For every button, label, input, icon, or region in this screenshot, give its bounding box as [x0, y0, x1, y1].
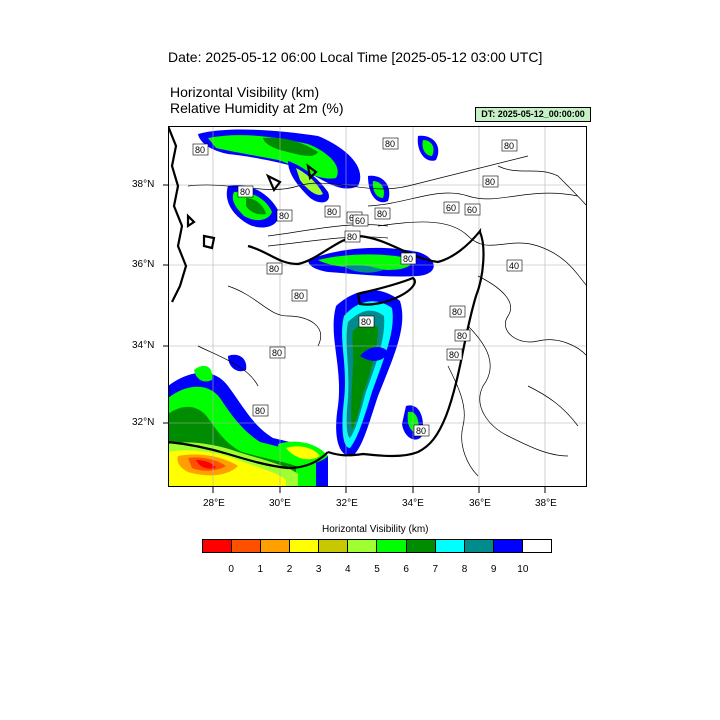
contour-label: 80	[403, 254, 413, 264]
colorbar-label: 4	[345, 564, 351, 575]
colorbar-swatch	[435, 540, 465, 552]
contour-label: 80	[347, 232, 357, 242]
colorbar-swatch	[522, 540, 551, 552]
colorbar-swatch	[290, 540, 320, 552]
lat-tick-label: 34°N	[132, 340, 155, 351]
colorbar-swatch	[377, 540, 407, 552]
contour-label: 60	[355, 216, 365, 226]
contour-label: 80	[457, 331, 467, 341]
contour-label: 80	[269, 264, 279, 274]
colorbar-swatch	[493, 540, 523, 552]
contour-label: 80	[452, 307, 462, 317]
map-border	[168, 126, 587, 487]
contour-label: 80	[240, 187, 250, 197]
lon-tick-label: 30°E	[269, 498, 291, 509]
coastline	[168, 126, 485, 470]
dt-badge: DT: 2025-05-12_00:00:00	[475, 107, 591, 122]
lon-tick-label: 36°E	[469, 498, 491, 509]
colorbar-label: 2	[286, 564, 293, 575]
contour-labels: 80 80 80 80 60 80 80 80 80 60 60 80 80 8…	[192, 137, 523, 437]
contour-label: 80	[327, 207, 337, 217]
colorbar-swatch	[261, 540, 291, 552]
colorbar-label: 0	[228, 564, 234, 575]
lat-tick-label: 38°N	[132, 179, 155, 190]
contour-label: 80	[377, 209, 387, 219]
contour-label: 80	[416, 426, 426, 436]
lon-tick-label: 38°E	[535, 498, 557, 509]
colorbar-swatch	[464, 540, 494, 552]
colorbar-swatch	[232, 540, 262, 552]
contour-label: 40	[509, 261, 519, 271]
field-title-visibility: Horizontal Visibility (km)	[170, 84, 320, 100]
colorbar-swatch	[319, 540, 349, 552]
contour-label: 80	[195, 145, 205, 155]
lon-tick-label: 32°E	[336, 498, 358, 509]
colorbar-label: 1	[257, 564, 264, 575]
contour-label: 80	[385, 139, 395, 149]
field-title-humidity: Relative Humidity at 2m (%)	[170, 100, 344, 116]
lat-tick-label: 32°N	[132, 417, 155, 428]
colorbar-swatch	[348, 540, 378, 552]
contour-label: 80	[279, 211, 289, 221]
lon-tick-label: 34°E	[402, 498, 424, 509]
map-panel: 80 80 80 80 60 80 80 80 80 60 60 80 80 8…	[168, 126, 587, 487]
lon-tick-label: 28°E	[203, 498, 225, 509]
contour-label: 80	[504, 141, 514, 151]
colorbar-label: 8	[461, 564, 468, 575]
contour-label: 60	[467, 205, 477, 215]
contour-label: 60	[446, 203, 456, 213]
colorbar-title: Horizontal Visibility (km)	[322, 524, 429, 535]
contour-label: 80	[361, 317, 371, 327]
contour-label: 80	[272, 348, 282, 358]
colorbar-label: 5	[374, 564, 380, 575]
axis-ticks	[163, 184, 546, 493]
colorbar-label: 10	[517, 564, 529, 575]
date-title: Date: 2025-05-12 06:00 Local Time [2025-…	[168, 49, 543, 65]
colorbar-swatch	[406, 540, 436, 552]
colorbar-label: 9	[490, 564, 497, 575]
colorbar-swatch	[203, 540, 233, 552]
colorbar-label: 6	[403, 564, 409, 575]
contour-label: 80	[255, 406, 265, 416]
colorbar-label: 3	[315, 564, 322, 575]
colorbar	[202, 539, 552, 553]
visibility-shading	[168, 129, 439, 487]
contour-label: 80	[294, 291, 304, 301]
lat-tick-label: 36°N	[132, 259, 155, 270]
contour-label: 80	[449, 350, 459, 360]
contour-label: 80	[485, 177, 495, 187]
colorbar-label: 7	[432, 564, 439, 575]
